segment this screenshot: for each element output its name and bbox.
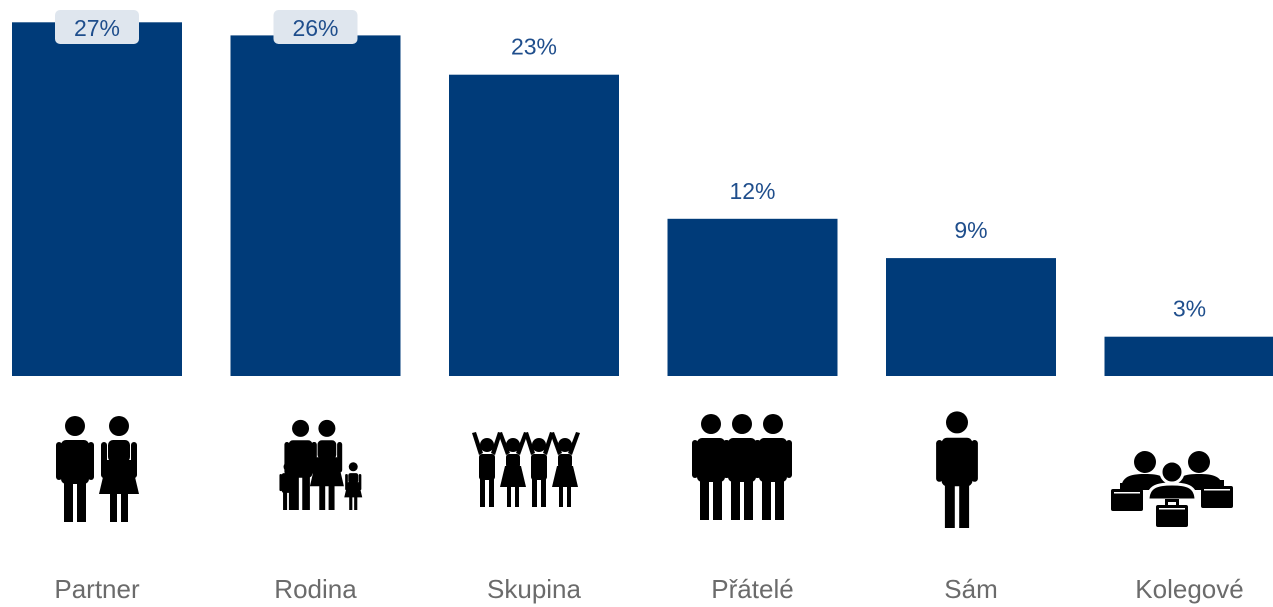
friends-icon [692,414,792,520]
category-label: Rodina [274,574,357,604]
category-label: Přátelé [711,574,793,604]
category-label: Kolegové [1135,574,1243,604]
value-label: 27% [74,15,120,41]
group-icon [472,432,580,507]
couple-icon [56,416,139,522]
value-label: 3% [1173,296,1206,322]
value-label-pill [55,10,139,44]
value-label: 9% [954,217,987,243]
value-label-pill [273,10,358,44]
family-icon [279,419,363,510]
category-label: Partner [54,574,140,604]
category-label: Skupina [487,574,581,604]
colleagues-icon [1111,451,1233,527]
value-label: 23% [511,34,557,60]
bar-6 [1104,336,1273,376]
bar-1 [12,22,182,377]
bar-4 [667,218,838,376]
value-label: 26% [292,15,338,41]
value-label: 12% [729,178,775,204]
person-icon [936,411,978,528]
bar-2 [230,35,401,377]
bar-5 [886,258,1056,376]
category-label: Sám [944,574,997,604]
bar-3 [449,74,619,376]
